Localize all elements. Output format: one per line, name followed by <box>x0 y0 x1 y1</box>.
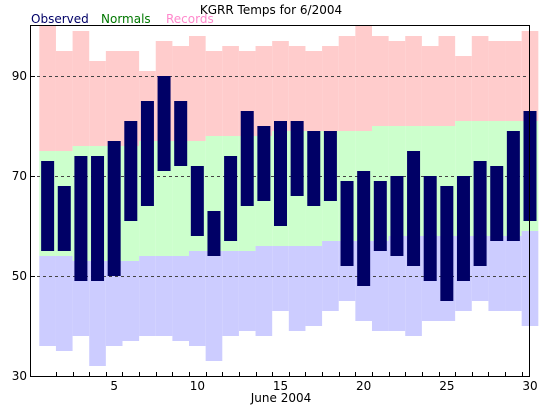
observed-bar <box>407 151 421 266</box>
observed-bar <box>373 181 387 251</box>
y-tick-label: 90 <box>12 69 27 83</box>
x-tick-label: 30 <box>522 379 537 393</box>
record-high-band <box>405 36 422 126</box>
x-tick-label: 15 <box>273 379 288 393</box>
observed-bar <box>57 186 71 251</box>
observed-bar <box>74 156 88 281</box>
normal-band <box>172 141 190 256</box>
record-high-band <box>255 46 273 136</box>
observed-bar <box>490 166 504 241</box>
observed-bar <box>423 176 437 281</box>
record-low-band <box>172 256 190 341</box>
record-high-band <box>455 56 472 121</box>
record-high-band <box>355 26 372 131</box>
record-high-band <box>205 51 223 136</box>
record-high-band <box>322 46 339 131</box>
record-high-band <box>39 26 56 151</box>
x-tick-label: 5 <box>110 379 118 393</box>
record-low-band <box>105 261 123 346</box>
observed-bar <box>124 121 138 221</box>
chart-title: KGRR Temps for 6/2004 <box>200 3 342 17</box>
legend-records: Records <box>166 12 214 26</box>
observed-bar <box>323 131 337 201</box>
record-low-band <box>388 236 406 331</box>
record-low-band <box>89 261 106 366</box>
record-high-band <box>388 41 406 126</box>
record-low-band <box>255 246 273 336</box>
record-low-band <box>288 246 306 331</box>
observed-bar <box>140 101 154 206</box>
legend-observed: Observed <box>31 12 89 26</box>
record-high-band <box>488 41 506 121</box>
record-low-band <box>39 256 56 346</box>
record-high-band <box>222 46 239 136</box>
record-high-band <box>371 36 389 126</box>
record-high-band <box>105 51 123 146</box>
record-high-band <box>272 41 289 131</box>
x-tick-label: 20 <box>356 379 371 393</box>
record-low-band <box>139 256 156 336</box>
record-high-band <box>438 36 456 126</box>
record-high-band <box>72 31 90 146</box>
record-low-band <box>155 256 173 336</box>
x-tick-label: 25 <box>439 379 454 393</box>
plot-border <box>30 25 530 377</box>
legend-normals: Normals <box>101 12 151 26</box>
observed-bar <box>240 111 254 206</box>
observed-bar <box>473 161 487 266</box>
observed-bar <box>157 76 171 171</box>
record-high-band <box>471 36 489 121</box>
record-high-band <box>305 51 323 131</box>
observed-bar <box>290 121 304 196</box>
observed-bars-layer <box>41 76 537 301</box>
record-low-band <box>122 261 140 341</box>
record-low-band <box>189 251 206 346</box>
record-high-band <box>55 51 73 151</box>
x-axis-label: June 2004 <box>250 391 312 405</box>
observed-bar <box>41 161 55 251</box>
record-high-band <box>421 46 439 126</box>
record-low-band <box>305 246 323 326</box>
observed-bar <box>224 156 238 241</box>
y-tick-label: 30 <box>12 369 27 383</box>
record-high-band <box>89 61 106 146</box>
observed-bar <box>506 131 520 241</box>
observed-bar <box>307 131 321 206</box>
observed-bar <box>107 141 121 276</box>
record-low-band <box>55 256 73 351</box>
record-low-band <box>272 246 289 311</box>
observed-bar <box>257 126 271 201</box>
record-high-band <box>338 36 356 131</box>
record-low-band <box>238 251 256 331</box>
record-low-band <box>222 251 239 336</box>
observed-bar <box>440 186 454 301</box>
observed-bar <box>456 176 470 281</box>
record-low-band <box>322 241 339 311</box>
record-low-band <box>505 236 522 311</box>
record-low-band <box>488 236 506 311</box>
observed-bar <box>207 211 221 256</box>
observed-bar <box>390 176 404 256</box>
x-tick-label: 10 <box>190 379 205 393</box>
record-high-band <box>505 41 522 121</box>
observed-bar <box>357 171 371 286</box>
axes-layer: 5 10 15 20 25 30 30 50 70 90 <box>12 69 538 393</box>
record-low-band <box>205 251 223 361</box>
observed-bar <box>340 181 354 266</box>
observed-bar <box>274 121 287 226</box>
observed-bar <box>174 101 188 166</box>
record-high-band <box>189 36 206 141</box>
observed-bar <box>91 156 105 281</box>
observed-bar <box>190 166 204 236</box>
y-tick-label: 50 <box>12 269 27 283</box>
y-tick-label: 70 <box>12 169 27 183</box>
record-low-band <box>371 241 389 331</box>
record-high-band <box>288 46 306 131</box>
